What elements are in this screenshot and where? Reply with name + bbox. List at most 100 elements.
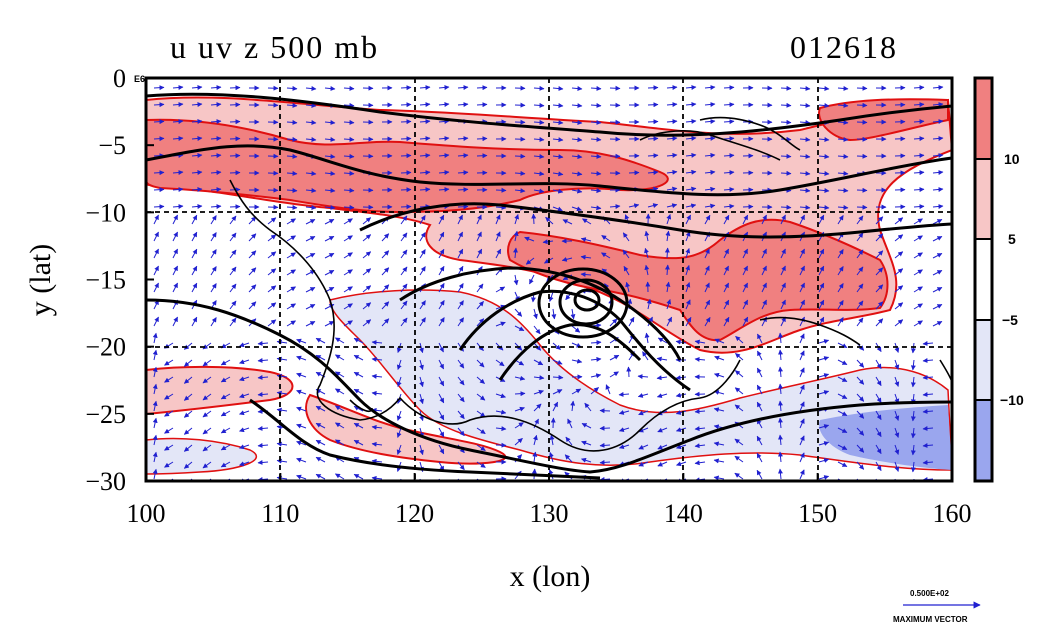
wind-vector bbox=[353, 388, 364, 395]
wind-vector bbox=[818, 390, 830, 395]
wind-vector bbox=[704, 203, 716, 209]
wind-vector bbox=[419, 249, 426, 259]
wind-vector bbox=[457, 136, 469, 142]
wind-vector bbox=[723, 282, 730, 293]
wind-vector bbox=[191, 169, 203, 175]
wind-vector bbox=[400, 215, 408, 225]
wind-vector bbox=[164, 461, 174, 468]
wind-vector bbox=[894, 444, 900, 455]
wind-vector bbox=[438, 231, 445, 242]
wind-vector bbox=[704, 101, 716, 107]
wind-vector bbox=[723, 214, 730, 225]
wind-vector bbox=[183, 444, 193, 452]
wind-vector bbox=[164, 393, 174, 400]
wind-vector bbox=[381, 284, 390, 293]
wind-vector bbox=[153, 214, 159, 225]
wind-vector bbox=[756, 469, 763, 480]
x-tick-label: 120 bbox=[395, 499, 434, 528]
wind-vector bbox=[638, 461, 649, 467]
wind-vector bbox=[894, 319, 904, 327]
wind-vector bbox=[343, 218, 353, 225]
wind-vector bbox=[913, 153, 925, 159]
shading-light-blue bbox=[146, 289, 952, 475]
wind-vector bbox=[723, 85, 735, 91]
wind-vector bbox=[457, 170, 469, 176]
wind-vector bbox=[286, 187, 298, 193]
wind-vector bbox=[305, 188, 317, 194]
wind-vector bbox=[191, 152, 203, 158]
wind-vector bbox=[172, 204, 184, 209]
y-axis: 0 −5 −10 −15 −20 −25 −30 bbox=[85, 64, 154, 496]
wind-vector bbox=[419, 153, 431, 159]
wind-vector bbox=[704, 282, 710, 293]
wind-vector bbox=[837, 136, 849, 142]
wind-vector bbox=[742, 299, 749, 310]
wind-vector bbox=[666, 169, 678, 175]
wind-vector bbox=[894, 234, 904, 242]
colorbar-bin-2 bbox=[975, 159, 992, 239]
y-tick-label: −20 bbox=[85, 333, 126, 362]
colorbar-label: −5 bbox=[1002, 312, 1018, 328]
wind-vector bbox=[229, 119, 241, 125]
wind-vector bbox=[362, 217, 372, 225]
wind-vector bbox=[676, 461, 687, 467]
wind-vector bbox=[780, 214, 786, 225]
wind-vector bbox=[818, 339, 830, 344]
wind-vector bbox=[704, 152, 716, 158]
wind-vector bbox=[837, 170, 849, 176]
wind-vector bbox=[609, 354, 620, 361]
wind-vector bbox=[657, 427, 668, 433]
wind-vector bbox=[533, 359, 544, 366]
wind-vector bbox=[664, 264, 670, 276]
wind-vector bbox=[286, 235, 296, 242]
wind-vector bbox=[910, 427, 916, 439]
wind-vector bbox=[514, 153, 526, 159]
wind-vector bbox=[305, 219, 316, 225]
wind-vector bbox=[324, 252, 335, 259]
wind-vector bbox=[714, 338, 725, 344]
y-tick-label: −25 bbox=[85, 400, 126, 429]
wind-vector bbox=[818, 356, 830, 361]
wind-vector bbox=[164, 359, 174, 366]
wind-vector bbox=[723, 187, 735, 192]
wind-vector bbox=[210, 249, 217, 259]
wind-vector bbox=[381, 250, 390, 259]
wind-vector bbox=[343, 303, 353, 310]
wind-vector bbox=[875, 301, 884, 310]
wind-vector bbox=[248, 233, 257, 242]
wind-vector bbox=[609, 371, 619, 378]
wind-vector bbox=[381, 301, 390, 310]
wind-vector bbox=[581, 440, 592, 446]
wind-vector bbox=[210, 266, 217, 276]
wind-vector bbox=[202, 444, 212, 452]
wind-vector bbox=[286, 320, 296, 327]
wind-vector bbox=[723, 119, 735, 125]
wind-vector bbox=[286, 269, 296, 276]
wind-vector bbox=[305, 236, 316, 242]
wind-vector bbox=[457, 393, 465, 403]
wind-vector bbox=[419, 300, 426, 310]
wind-vector bbox=[191, 101, 203, 107]
wind-vector bbox=[296, 355, 307, 361]
wind-vector bbox=[637, 374, 649, 380]
wind-vector bbox=[932, 286, 943, 293]
wind-vector bbox=[913, 235, 923, 242]
wind-vector bbox=[647, 153, 659, 159]
wind-vector bbox=[476, 102, 488, 108]
wind-vector bbox=[590, 85, 602, 91]
wind-vector bbox=[837, 204, 849, 210]
y-tick-label: 0 bbox=[113, 64, 126, 93]
wind-vector bbox=[371, 475, 383, 481]
x-axis-title: x (lon) bbox=[510, 560, 591, 593]
wind-vector bbox=[704, 118, 716, 124]
wind-vector bbox=[552, 120, 564, 126]
wind-vector bbox=[381, 267, 390, 276]
wind-vector bbox=[315, 405, 326, 412]
wind-vector bbox=[910, 410, 916, 422]
wind-vector bbox=[457, 427, 465, 437]
wind-vector bbox=[780, 299, 786, 310]
wind-vector bbox=[438, 101, 450, 107]
wind-vector bbox=[675, 375, 687, 381]
wind-vector bbox=[756, 367, 763, 378]
wind-vector bbox=[799, 265, 805, 276]
